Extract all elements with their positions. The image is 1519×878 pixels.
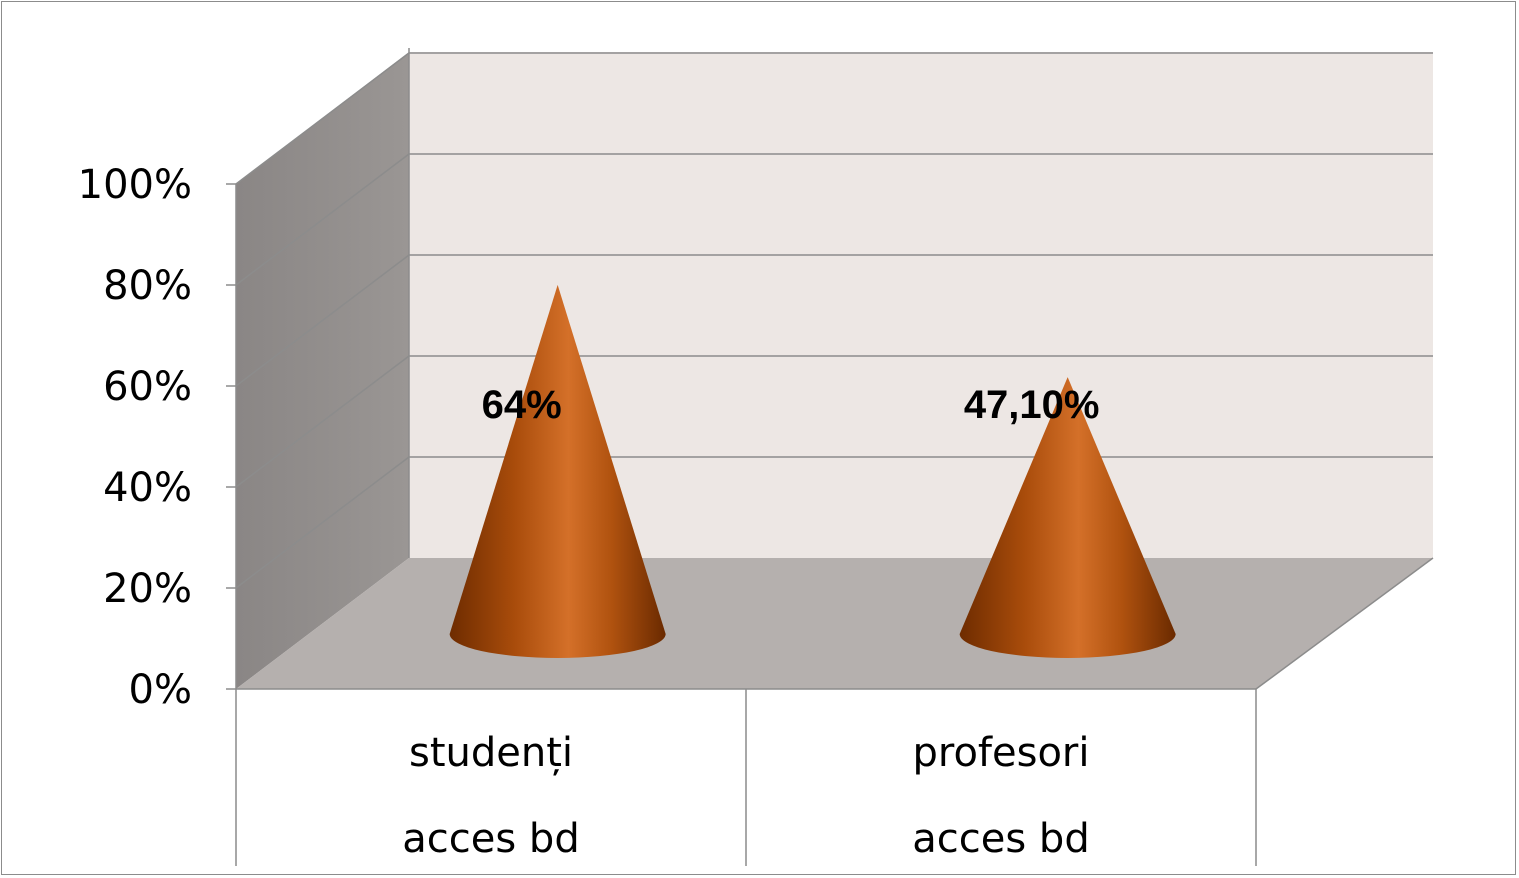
gridline-side (235, 254, 410, 387)
side-wall (236, 52, 409, 689)
back-wall (409, 52, 1433, 558)
gridline-side (235, 52, 410, 185)
y-tick-label: 40% (103, 465, 192, 511)
gridline-side (235, 456, 410, 589)
y-tick-label: 100% (78, 162, 192, 208)
gridline-side (235, 153, 410, 286)
cone-body (449, 284, 666, 658)
category-label: acces bd (402, 816, 579, 862)
cone-2 (959, 377, 1176, 658)
category-label: profesori (913, 730, 1090, 776)
cone-body (959, 377, 1176, 658)
category-label: acces bd (912, 816, 1089, 862)
y-tick-label: 60% (103, 364, 192, 410)
category-label: studenți (409, 730, 573, 776)
y-tick-label: 80% (103, 263, 192, 309)
floor (236, 558, 1433, 689)
y-tick-label: 20% (103, 566, 192, 612)
cone-1 (449, 284, 666, 658)
data-label: 64% (482, 383, 562, 427)
floor-edge-line (1255, 557, 1434, 690)
gridline-side (235, 355, 410, 488)
data-label: 47,10% (964, 383, 1100, 427)
y-tick-label: 0% (129, 667, 192, 713)
